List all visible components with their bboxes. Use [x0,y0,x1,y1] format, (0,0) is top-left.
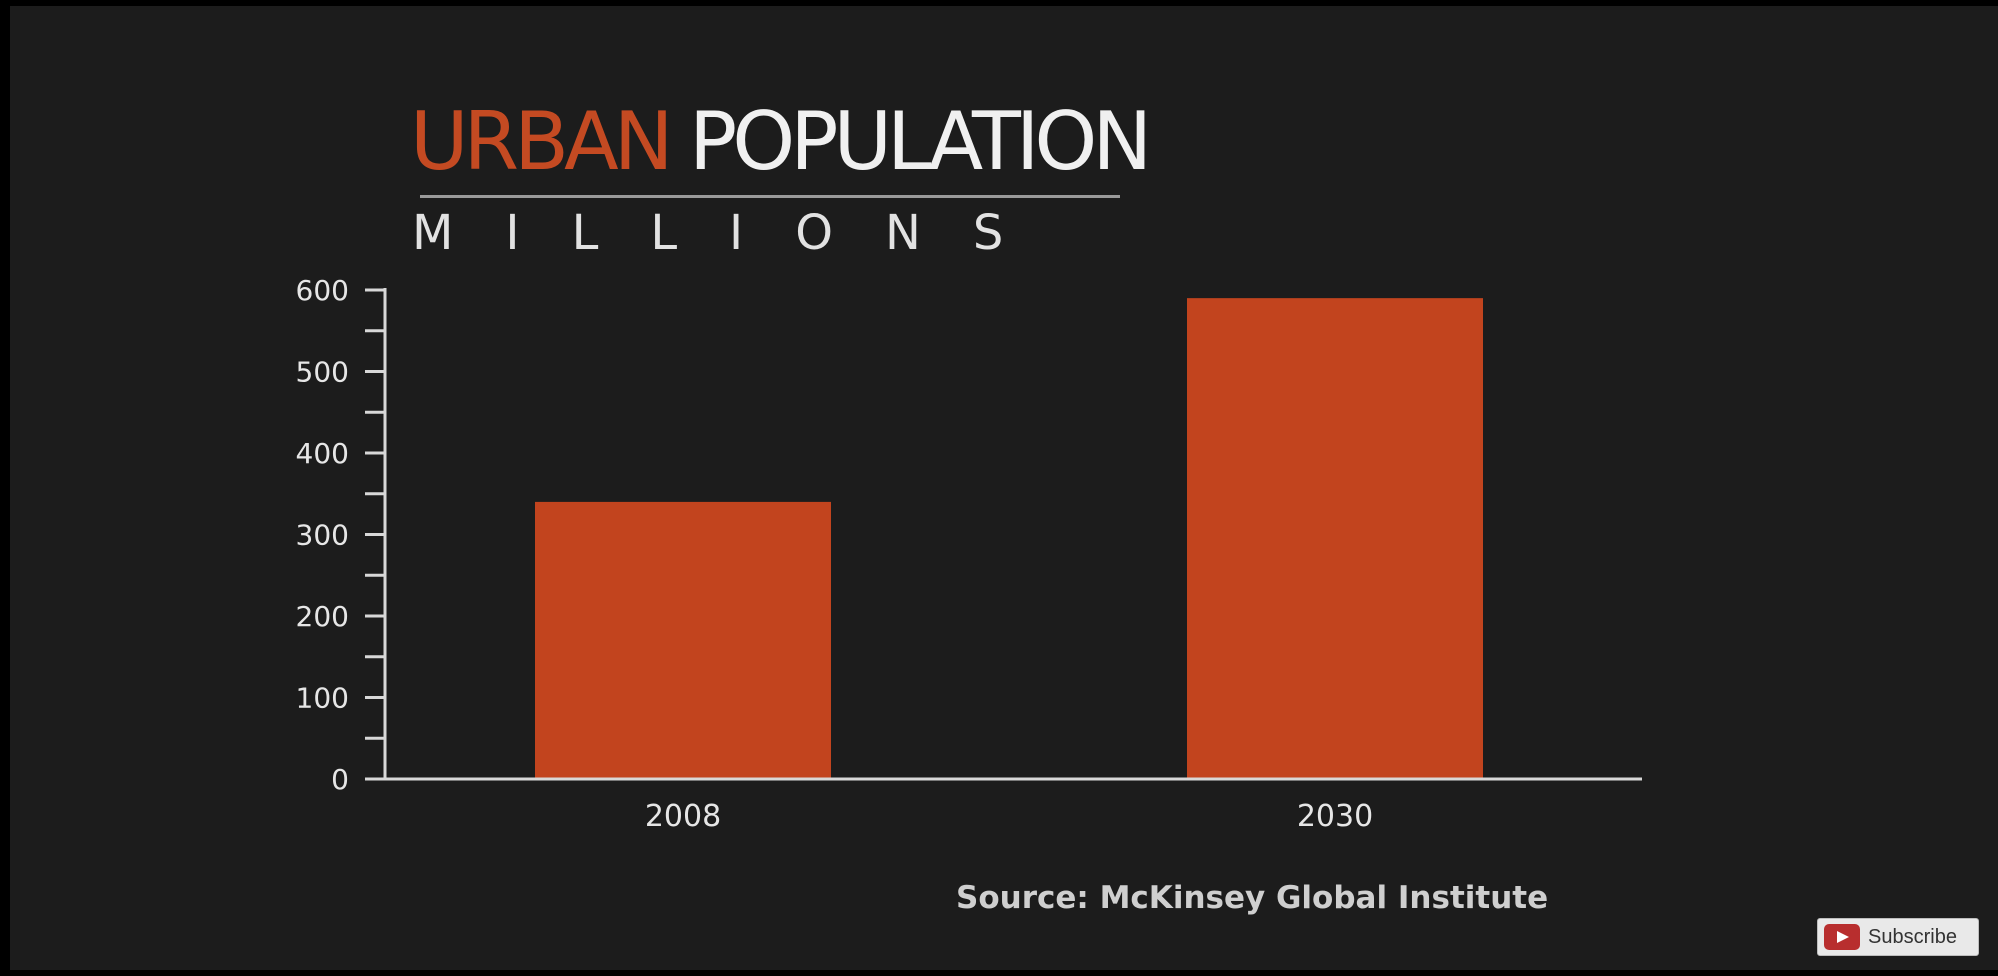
chart-slide [10,6,1998,970]
chart-subtitle: MILLIONS [412,205,1056,261]
bar-2008 [535,501,831,779]
title-divider [420,195,1120,198]
source-note: Source: McKinsey Global Institute [956,880,1549,916]
bar-2030 [1187,298,1483,779]
y-tick-label: 500 [296,356,349,389]
chart-title: URBAN POPULATION [410,102,1152,182]
y-tick-label: 300 [296,519,349,552]
youtube-play-icon [1824,924,1860,950]
x-tick-label: 2030 [1297,799,1373,834]
y-tick-label: 400 [296,437,349,470]
y-tick-label: 600 [296,274,349,307]
y-tick-label: 0 [331,763,349,796]
title-highlight: URBAN [410,95,674,188]
subscribe-label: Subscribe [1868,925,1957,948]
subscribe-button[interactable]: Subscribe [1817,918,1979,956]
y-tick-label: 100 [296,682,349,715]
x-tick-label: 2008 [645,799,721,834]
y-tick-label: 200 [296,600,349,633]
title-main: POPULATION [689,95,1152,188]
